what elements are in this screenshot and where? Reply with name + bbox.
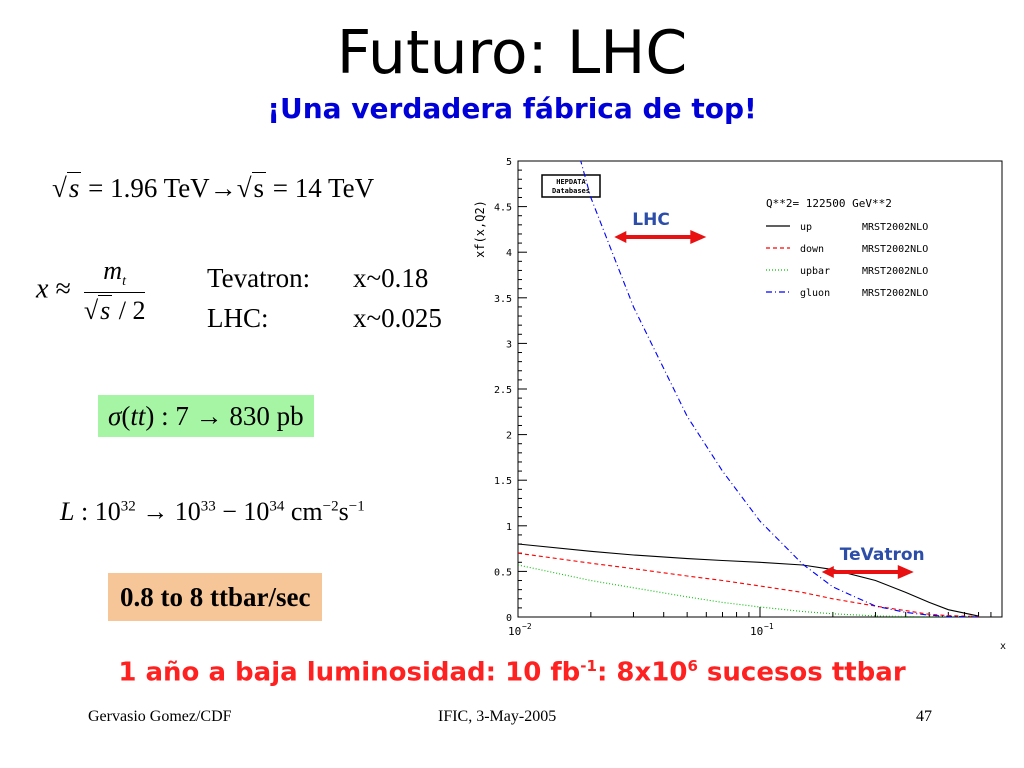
energy-s: s xyxy=(66,172,82,203)
curve-up xyxy=(518,543,979,617)
tt-symbol: tt xyxy=(130,401,146,431)
x-value-label: Tevatron: xyxy=(207,263,311,293)
energy-lhc: = 14 TeV xyxy=(266,173,375,203)
annotation-arrow-head xyxy=(897,565,914,579)
x-tick-exponent: −1 xyxy=(764,622,774,631)
paren-open: ( xyxy=(121,401,131,431)
x-value-row: LHC: x~0.025 xyxy=(207,298,442,338)
cross-section-box: σ(tt) : 7 → 830 pb xyxy=(98,395,314,437)
x-axis-label: x xyxy=(1000,641,1006,652)
lumi-base2: 10 xyxy=(174,497,201,526)
x-tick-label: 10 xyxy=(508,625,521,638)
y-tick-label: 1.5 xyxy=(494,476,512,487)
y-tick-label: 3 xyxy=(506,339,512,350)
y-tick-label: 5 xyxy=(506,157,512,168)
annotation-arrow-tail xyxy=(821,566,834,578)
summary-suffix: sucesos ttbar xyxy=(697,657,906,688)
lumi-minus: − xyxy=(215,497,244,526)
legend-name-down: down xyxy=(800,244,824,255)
mass-symbol: m xyxy=(103,256,123,285)
x-equation: x ≈ mt √s / 2 xyxy=(36,256,146,326)
lumi-exp3: 34 xyxy=(269,498,285,515)
rate-box: 0.8 to 8 ttbar/sec xyxy=(108,573,323,621)
x-value: x~0.18 xyxy=(353,263,429,293)
hepdata-logo-text: HEPDATA xyxy=(556,178,586,186)
slide-subtitle: ¡Una verdadera fábrica de top! xyxy=(267,92,757,125)
summary-sup1: -1 xyxy=(580,657,597,675)
legend-pdf-gluon: MRST2002NLO xyxy=(862,288,928,299)
legend-pdf-upbar: MRST2002NLO xyxy=(862,266,928,277)
hepdata-logo-text: Databases xyxy=(552,187,590,195)
y-tick-label: 2.5 xyxy=(494,385,512,396)
lumi-unit-exp1: −2 xyxy=(322,498,339,515)
x-value-row: Tevatron: x~0.18 xyxy=(207,258,442,298)
x-value: x~0.025 xyxy=(353,303,442,333)
lumi-unit-cm: cm xyxy=(284,497,323,526)
curve-gluon xyxy=(580,161,979,617)
lumi-unit-exp2: −1 xyxy=(348,498,365,515)
slide-title: Futuro: LHC xyxy=(336,18,688,88)
lumi-base1: : 10 xyxy=(74,497,121,526)
denominator-rest: / 2 xyxy=(112,296,146,326)
denominator-s: s xyxy=(98,295,113,326)
lumi-exp1: 32 xyxy=(120,498,136,515)
annotation-arrow-head xyxy=(690,230,707,244)
x-symbol: x xyxy=(36,273,49,305)
y-tick-label: 4.5 xyxy=(494,203,512,214)
lumi-unit-s: s xyxy=(338,497,349,526)
legend-name-up: up xyxy=(800,222,812,233)
legend-name-upbar: upbar xyxy=(800,266,830,277)
y-tick-label: 0.5 xyxy=(494,567,512,578)
sigma-symbol: σ xyxy=(108,401,122,431)
footer-author: Gervasio Gomez/CDF xyxy=(88,708,232,725)
legend-pdf-down: MRST2002NLO xyxy=(862,244,928,255)
hepdata-logo xyxy=(541,174,601,198)
luminosity-equation: L : 1032 → 1033 − 1034 cm−2s−1 xyxy=(60,497,365,527)
lumi-arrow: → xyxy=(135,497,175,526)
y-tick-label: 4 xyxy=(506,248,512,259)
x-values: Tevatron: x~0.18 LHC: x~0.025 xyxy=(207,258,442,338)
y-tick-label: 2 xyxy=(506,431,512,442)
annotation-arrow-tail xyxy=(614,231,627,243)
lumi-exp2: 33 xyxy=(200,498,216,515)
annotation-lhc: LHC xyxy=(632,210,670,230)
cross-section-arrow: → xyxy=(195,401,223,431)
annotation-tevatron: TeVatron xyxy=(840,545,925,565)
y-axis-label: xf(x,Q2) xyxy=(473,200,487,258)
energy-equation: √s = 1.96 TeV→√s = 14 TeV xyxy=(52,172,375,203)
energy-arrow: → xyxy=(209,173,237,203)
luminosity-symbol: L xyxy=(60,497,75,526)
curve-upbar xyxy=(518,564,979,617)
cross-section-value: 830 pb xyxy=(222,401,304,431)
plot-frame xyxy=(517,160,1003,618)
q2-label: Q**2= 122500 GeV**2 xyxy=(766,197,892,210)
summary-prefix: 1 año a baja luminosidad: 10 fb xyxy=(118,657,581,688)
bottom-summary: 1 año a baja luminosidad: 10 fb-1: 8x106… xyxy=(0,657,1024,688)
y-tick-label: 0 xyxy=(506,613,512,624)
x-tick-label: 10 xyxy=(750,625,763,638)
approx-symbol: ≈ xyxy=(55,273,71,305)
legend-name-gluon: gluon xyxy=(800,288,830,299)
summary-mid: : 8x10 xyxy=(596,657,688,688)
summary-sup2: 6 xyxy=(687,657,698,675)
x-tick-exponent: −2 xyxy=(522,622,532,631)
lumi-base3: 10 xyxy=(243,497,270,526)
paren-close: ) xyxy=(145,401,155,431)
legend-pdf-up: MRST2002NLO xyxy=(862,222,928,233)
mass-subscript: t xyxy=(122,274,126,290)
footer-page: 47 xyxy=(916,708,932,725)
x-value-label: LHC: xyxy=(207,303,269,333)
y-tick-label: 1 xyxy=(506,522,512,533)
footer-venue: IFIC, 3-May-2005 xyxy=(438,708,557,725)
x-fraction: mt √s / 2 xyxy=(83,256,146,326)
energy-s2: s xyxy=(251,172,267,203)
cross-section-from: : 7 xyxy=(154,401,196,431)
energy-tevatron: = 1.96 TeV xyxy=(81,173,210,203)
curve-down xyxy=(518,552,979,617)
y-tick-label: 3.5 xyxy=(494,294,512,305)
